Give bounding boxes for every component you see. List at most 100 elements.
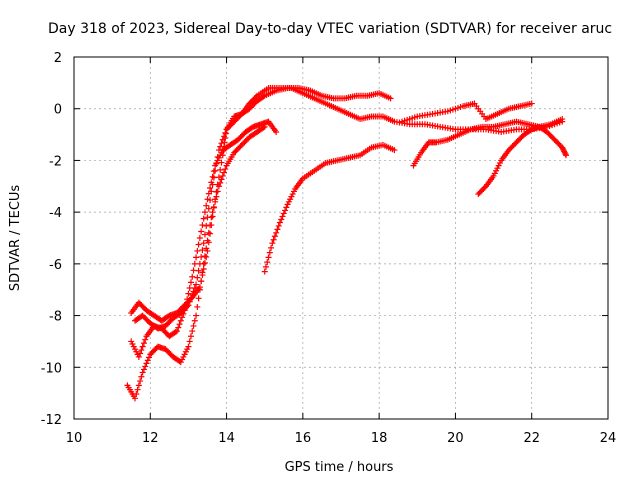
data-point [185, 343, 192, 350]
data-point [203, 202, 210, 209]
data-point [198, 278, 205, 285]
data-point [563, 152, 570, 159]
y-tick-label: -8 [49, 310, 62, 325]
data-point [261, 123, 268, 130]
data-point [391, 147, 398, 154]
data-point [139, 369, 146, 376]
data-point [140, 366, 147, 373]
data-point [201, 209, 208, 216]
x-axis-label: GPS time / hours [285, 460, 394, 475]
data-point [137, 350, 144, 357]
data-point [210, 168, 217, 175]
x-tick-label: 20 [447, 431, 464, 446]
data-point [191, 284, 198, 291]
data-point [201, 253, 208, 260]
data-point [208, 179, 215, 186]
data-point [180, 310, 187, 317]
x-tick-labels: 10 12 14 16 18 20 22 24 [66, 431, 617, 446]
data-point [201, 231, 208, 238]
y-tick-labels: 2 0 -2 -4 -6 -8 -10 -12 [41, 51, 62, 428]
data-point [207, 185, 214, 192]
data-point [198, 253, 205, 260]
data-point [143, 360, 150, 367]
data-point [271, 233, 278, 240]
data-point [195, 241, 202, 248]
data-point [252, 94, 259, 101]
series-track-c [128, 118, 280, 360]
data-point [265, 254, 272, 261]
data-point [237, 112, 244, 119]
data-point [276, 219, 283, 226]
data-point [209, 173, 216, 180]
chart-title: Day 318 of 2023, Sidereal Day-to-day VTE… [48, 21, 612, 37]
data-point [142, 363, 149, 370]
y-tick-label: 2 [54, 51, 62, 66]
data-point [209, 209, 216, 216]
data-point [203, 253, 210, 260]
data-point [144, 357, 151, 364]
x-tick-label: 24 [600, 431, 617, 446]
x-tick-label: 14 [218, 431, 235, 446]
y-axis-label: SDTVAR / TECUs [8, 185, 23, 292]
data-point [204, 237, 211, 244]
data-point [177, 317, 184, 324]
data-point [208, 214, 215, 221]
x-tick-label: 10 [66, 431, 83, 446]
data-point [201, 259, 208, 266]
data-point [218, 159, 225, 166]
data-point [217, 179, 224, 186]
series-track-f [410, 116, 566, 169]
data-point [269, 240, 276, 247]
data-point [173, 328, 180, 335]
data-point [135, 353, 142, 360]
data-point [481, 184, 488, 191]
data-point [138, 347, 145, 354]
data-point [132, 395, 139, 402]
data-point [218, 176, 225, 183]
data-point [191, 260, 198, 267]
data-series [124, 85, 570, 402]
data-point [219, 172, 226, 179]
data-point [218, 140, 225, 147]
data-point [203, 222, 210, 229]
plot-frame [73, 56, 609, 420]
data-point [198, 228, 205, 235]
data-point [222, 166, 229, 173]
data-point [205, 229, 212, 236]
data-point [274, 226, 281, 233]
data-point [196, 286, 203, 293]
data-point [134, 386, 141, 393]
data-point [189, 328, 196, 335]
data-point [282, 207, 289, 214]
y-tick-label: -10 [41, 361, 62, 376]
data-point [193, 254, 200, 261]
data-point [200, 266, 207, 273]
data-point [217, 166, 224, 173]
data-point [283, 204, 290, 211]
data-point [210, 203, 217, 210]
data-point [137, 378, 144, 385]
y-tick-label: -12 [41, 413, 62, 428]
data-point [189, 273, 196, 280]
data-point [190, 267, 197, 274]
data-point [176, 321, 183, 328]
data-point [187, 295, 194, 302]
data-point [199, 269, 206, 276]
data-point [195, 295, 202, 302]
data-point [200, 260, 207, 267]
y-tick-label: -2 [49, 154, 62, 169]
data-point [222, 129, 229, 136]
data-point [187, 279, 194, 286]
x-tick-label: 12 [142, 431, 159, 446]
data-point [135, 382, 142, 389]
y-tick-label: 0 [54, 103, 62, 118]
data-point [215, 183, 222, 190]
data-point [260, 93, 267, 100]
data-point [387, 95, 394, 102]
data-point [262, 263, 269, 270]
data-point [182, 301, 189, 308]
data-point [199, 222, 206, 229]
data-point [193, 312, 200, 319]
data-point [193, 281, 200, 288]
